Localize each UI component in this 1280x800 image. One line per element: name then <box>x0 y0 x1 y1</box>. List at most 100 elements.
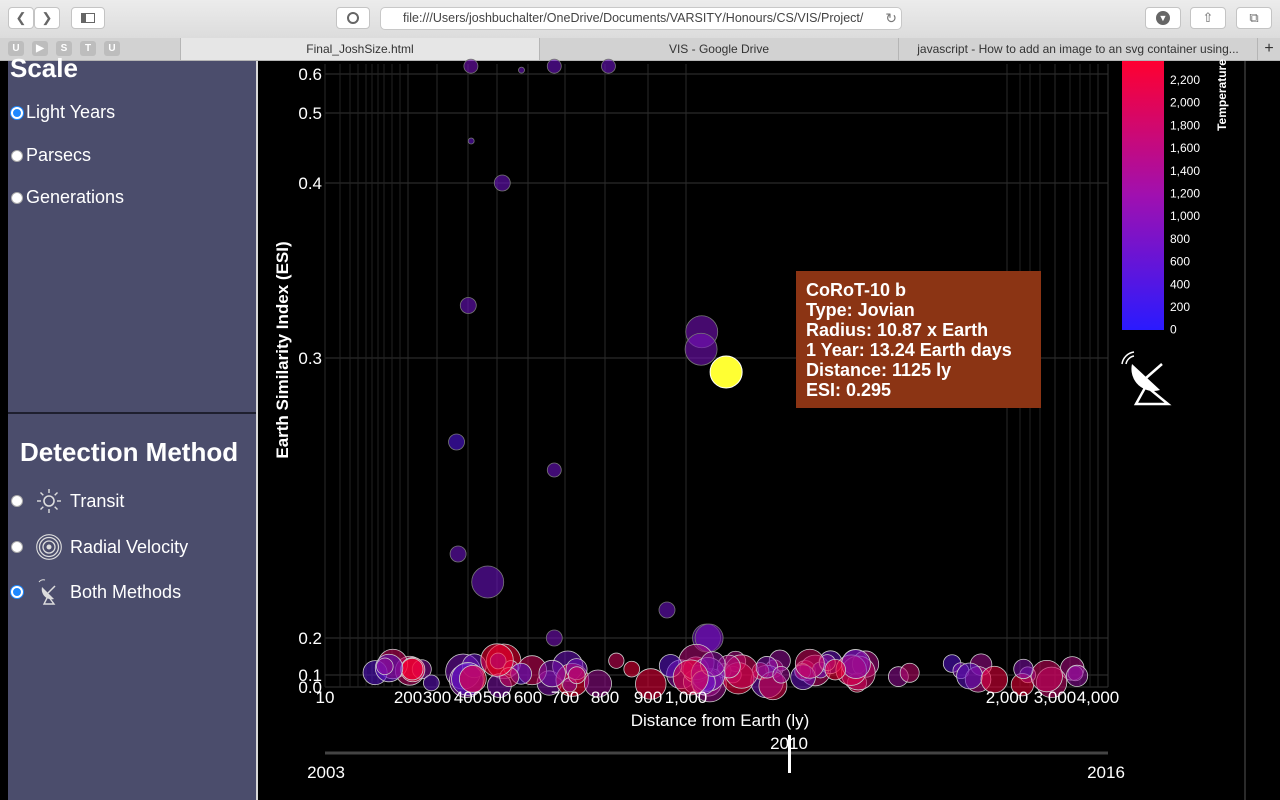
chevron-right-icon: ❯ <box>41 10 53 25</box>
shield-icon <box>347 12 359 24</box>
browser-toolbar: ❮ ❯ file:///Users/joshbuchalter/OneDrive… <box>0 0 1280 39</box>
highlighted-planet-bubble <box>709 355 743 389</box>
planet-bubble-cluster <box>480 643 514 677</box>
planet-bubble-cluster <box>824 658 846 681</box>
detection-option-radial-velocity[interactable]: Radial Velocity <box>8 534 188 560</box>
scale-option-light-years[interactable]: Light Years <box>8 102 115 123</box>
planet-bubble-cluster <box>583 669 612 698</box>
temperature-legend-tick: 400 <box>1170 277 1190 291</box>
scale-option-label: Parsecs <box>26 145 92 165</box>
y-tick-label: 0.4 <box>298 174 322 193</box>
tooltip-year: 1 Year: 13.24 Earth days <box>806 340 1012 360</box>
planet-bubble <box>448 433 465 451</box>
favorite-t-icon[interactable]: T <box>80 41 96 56</box>
favorite-s-icon[interactable]: S <box>56 41 72 56</box>
x-tick-label: 10 <box>316 688 335 707</box>
detection-option-both-methods[interactable]: Both Methods <box>8 579 181 605</box>
sidebar-icon <box>81 13 95 23</box>
url-text: file:///Users/joshbuchalter/OneDrive/Doc… <box>403 11 864 25</box>
x-tick-label: 2,000 <box>986 688 1029 707</box>
sidebar-toggle-button[interactable] <box>71 7 105 29</box>
privacy-button[interactable] <box>336 7 370 29</box>
planet-bubble-cluster <box>956 662 983 690</box>
planet-bubble <box>459 297 477 314</box>
radial-waves-icon <box>36 534 62 560</box>
planet-bubble-cluster <box>635 668 667 700</box>
planet-bubble-cluster <box>538 659 566 688</box>
tab-final-joshsize[interactable]: Final_JoshSize.html <box>180 38 539 60</box>
address-bar[interactable]: file:///Users/joshbuchalter/OneDrive/Doc… <box>380 7 902 30</box>
tabs-overview-button[interactable]: ⧉ <box>1236 7 1272 29</box>
tab-javascript-question[interactable]: javascript - How to add an image to an s… <box>898 38 1257 60</box>
satellite-dish-icon <box>1121 351 1172 406</box>
radio-both-methods[interactable] <box>11 586 23 598</box>
planet-bubble <box>467 137 475 145</box>
y-tick-label: 0.6 <box>298 65 322 84</box>
favorite-u-icon[interactable]: U <box>8 41 24 56</box>
scale-option-label: Generations <box>26 187 125 207</box>
planet-bubble-cluster <box>608 652 625 669</box>
planet-bubble-cluster <box>458 664 487 693</box>
radio-light-years[interactable] <box>11 106 23 119</box>
planet-bubble-cluster <box>899 662 920 683</box>
downloads-button[interactable]: ▼ <box>1145 7 1181 29</box>
scale-option-parsecs[interactable]: Parsecs <box>8 145 91 166</box>
planet-bubble <box>518 66 525 74</box>
back-button[interactable]: ❮ <box>8 7 34 29</box>
temperature-legend-tick: 200 <box>1170 300 1190 314</box>
detection-option-label: Both Methods <box>70 581 182 602</box>
planet-bubble-cluster <box>567 666 586 685</box>
planet-bubble-cluster <box>376 657 394 676</box>
x-tick-label: 600 <box>514 688 542 707</box>
new-tab-button[interactable]: + <box>1257 38 1280 60</box>
x-tick-label: 700 <box>551 688 579 707</box>
favorite-u2-icon[interactable]: U <box>104 41 120 56</box>
planet-bubble <box>546 58 562 74</box>
planet-bubble <box>449 545 467 563</box>
tab-vis-google-drive[interactable]: VIS - Google Drive <box>539 38 898 60</box>
timeline-current-year: 2010 <box>770 734 808 753</box>
scale-option-generations[interactable]: Generations <box>8 187 124 208</box>
x-tick-label: 800 <box>591 688 619 707</box>
detection-option-transit[interactable]: Transit <box>8 488 124 514</box>
temperature-legend-tick: 1,000 <box>1170 209 1200 223</box>
forward-button[interactable]: ❯ <box>34 7 60 29</box>
tabs-icon: ⧉ <box>1249 10 1259 25</box>
planet-bubble-cluster <box>794 648 825 679</box>
timeline-handle[interactable] <box>788 735 791 773</box>
planet-bubble <box>471 565 505 599</box>
planet-bubble-cluster <box>1013 658 1034 680</box>
timeline-end-year: 2016 <box>1087 763 1125 782</box>
radio-generations[interactable] <box>11 191 23 204</box>
share-icon: ⇧ <box>1202 10 1214 25</box>
x-tick-label: 4,000 <box>1077 688 1120 707</box>
detection-method-title: Detection Method <box>20 437 239 467</box>
y-tick-label: 0.2 <box>298 629 322 648</box>
planet-bubble-cluster <box>400 657 424 681</box>
sun-icon <box>37 489 61 513</box>
temperature-legend-tick: 800 <box>1170 232 1190 246</box>
temperature-legend-tick: 1,400 <box>1170 164 1200 178</box>
detection-option-label: Transit <box>70 490 125 511</box>
radio-radial-velocity[interactable] <box>11 541 23 553</box>
detection-option-label: Radial Velocity <box>70 536 189 557</box>
planet-bubble <box>601 58 616 74</box>
x-tick-label: 500 <box>483 688 511 707</box>
x-tick-label: 300 <box>423 688 451 707</box>
sidebar-divider <box>8 412 256 414</box>
planet-bubble-cluster <box>423 674 440 692</box>
planet-bubble-cluster <box>980 665 1008 694</box>
x-tick-label: 400 <box>454 688 482 707</box>
radio-parsecs[interactable] <box>11 149 23 162</box>
temperature-legend-title: Temperature <box>1215 59 1229 131</box>
reload-icon[interactable]: ↻ <box>882 8 897 29</box>
y-tick-label: 0.1 <box>298 666 322 685</box>
planet-bubble-cluster <box>1030 660 1063 693</box>
share-button[interactable]: ⇧ <box>1190 7 1226 29</box>
y-axis-label: Earth Similarity Index (ESI) <box>273 241 292 458</box>
timeline-start-year: 2003 <box>307 763 345 782</box>
scale-title: Scale <box>10 53 78 83</box>
radio-transit[interactable] <box>11 495 23 507</box>
planet-bubble <box>546 462 562 478</box>
favorite-youtube-icon[interactable]: ▶ <box>32 41 48 56</box>
